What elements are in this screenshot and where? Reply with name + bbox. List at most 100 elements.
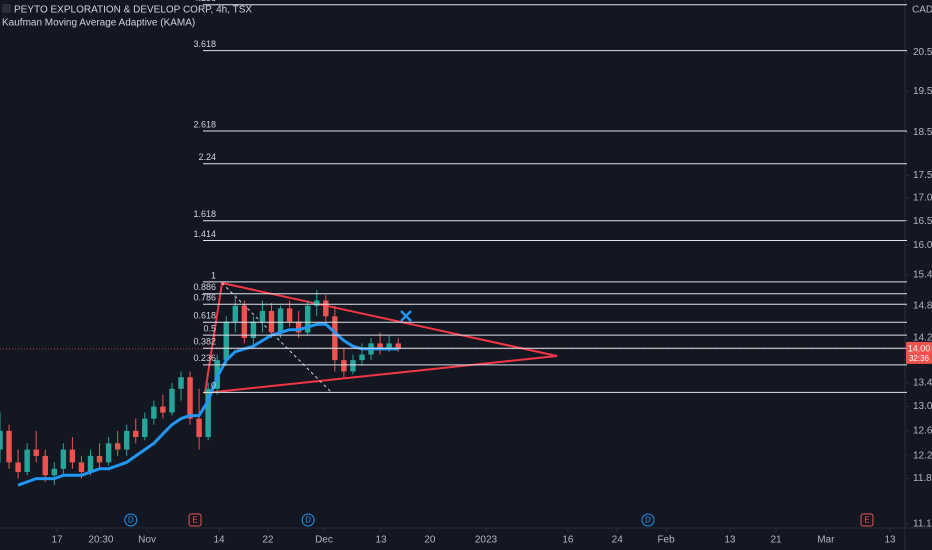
candle-body <box>286 308 293 322</box>
candle-body <box>96 455 103 463</box>
candle-body <box>304 305 311 333</box>
last-price-badge <box>906 341 932 364</box>
x-tick-label: 17 <box>51 535 63 546</box>
candle-body <box>160 406 166 413</box>
event-label: E <box>864 516 869 525</box>
candle-body <box>259 311 266 322</box>
event-marker <box>301 513 315 527</box>
event-marker <box>124 513 138 527</box>
candle-body <box>133 430 139 438</box>
candle-body <box>123 430 130 450</box>
event-label: D <box>128 516 134 525</box>
x-tick-label: 14 <box>213 535 225 546</box>
candle-body <box>187 377 193 419</box>
candle-body <box>87 455 94 473</box>
candle-body <box>6 430 12 463</box>
fib-label: 0.786 <box>193 293 216 303</box>
fib-label: 0.5 <box>203 324 216 334</box>
candle-body <box>33 449 39 456</box>
trend-line <box>221 282 333 394</box>
fib-label: 0.382 <box>193 337 216 347</box>
candle-body <box>15 462 21 473</box>
candle-body <box>223 321 229 361</box>
event-marker <box>188 513 202 527</box>
candle-body <box>277 308 284 333</box>
symbol-icon <box>2 4 11 13</box>
fib-label: 1.618 <box>193 209 216 219</box>
candle-body <box>386 343 392 349</box>
y-tick-label: 15.40 <box>913 269 932 280</box>
x-tick-label: 24 <box>612 535 624 546</box>
candle-body <box>341 360 347 372</box>
event-marker <box>641 513 655 527</box>
chart-title: PEYTO EXPLORATION & DEVELOP CORP, 4h, TS… <box>14 5 252 16</box>
y-tick-label: 14.80 <box>913 300 932 311</box>
x-tick-label: Mar <box>817 535 835 546</box>
x-tick-label: Feb <box>657 535 675 546</box>
candle-body <box>196 418 202 438</box>
indicator-name: Kaufman Moving Average Adaptive (KAMA) <box>2 18 195 29</box>
x-tick-label: 13 <box>724 535 736 546</box>
y-tick-label: 12.20 <box>913 451 932 462</box>
candle-body <box>42 455 48 476</box>
event-label: D <box>305 516 311 525</box>
y-tick-label: 20.50 <box>913 47 932 58</box>
fib-levels: 4.236 3.618 2.618 2.24 1.618 1.414 1 0.8860.786… <box>193 0 907 393</box>
candle-body <box>78 462 85 473</box>
triangle-drawing <box>203 281 558 395</box>
fib-label: 0.886 <box>193 282 216 292</box>
candle-body <box>0 430 3 450</box>
candle-body <box>377 343 383 349</box>
currency: CAD <box>912 5 932 16</box>
candle-body <box>205 388 211 438</box>
x-tick-label: 22 <box>262 535 274 546</box>
x-tick-label: Dec <box>315 535 333 546</box>
candle-body <box>359 354 365 361</box>
x-marker <box>400 310 412 322</box>
y-tick-label: 12.60 <box>913 425 932 436</box>
x-tick-label: 2023 <box>475 535 498 546</box>
last-price-label: 14.00 <box>908 343 931 353</box>
fib-label: 1.414 <box>193 229 216 239</box>
candle-body <box>51 468 58 476</box>
fib-label: 0.236 <box>193 353 216 363</box>
y-tick-label: 16.50 <box>913 216 932 227</box>
candle-body <box>169 388 175 413</box>
candle-body <box>178 377 184 389</box>
countdown: 32:36 <box>909 354 930 363</box>
candle-body <box>268 311 275 333</box>
fib-label: 2.24 <box>198 152 216 162</box>
candle-body <box>151 406 157 419</box>
candle-body <box>395 343 401 349</box>
fib-label: 4.236 <box>193 0 216 3</box>
x-tick-label: 20 <box>424 535 436 546</box>
y-tick-label: 14.20 <box>913 333 932 344</box>
candle-body <box>332 316 338 361</box>
y-tick-label: 18.50 <box>913 127 932 138</box>
event-label: E <box>192 516 197 525</box>
x-tick-label: Nov <box>138 535 156 546</box>
y-tick-label: 13.00 <box>913 401 932 412</box>
event-label: D <box>645 516 651 525</box>
candle-body <box>69 449 76 463</box>
fib-label: 3.618 <box>193 39 216 49</box>
candle-body <box>114 443 121 450</box>
kama-line <box>17 322 399 487</box>
fib-label: 0 <box>211 381 216 391</box>
candle-body <box>105 443 112 463</box>
y-tick-label: 11.18 <box>913 518 932 529</box>
fib-label: 2.618 <box>193 119 216 129</box>
y-tick-label: 16.00 <box>913 240 932 251</box>
candle-body <box>350 360 356 372</box>
candle-body <box>232 305 239 322</box>
candle-body <box>24 449 30 473</box>
candle-body <box>323 300 329 317</box>
y-tick-label: 19.50 <box>913 86 932 97</box>
fib-label: 0.618 <box>193 311 216 321</box>
x-tick-label: 13 <box>375 535 387 546</box>
x-tick-label: 21 <box>770 535 782 546</box>
y-tick-label: 11.85 <box>913 473 932 484</box>
fib-label: 1 <box>211 270 216 280</box>
